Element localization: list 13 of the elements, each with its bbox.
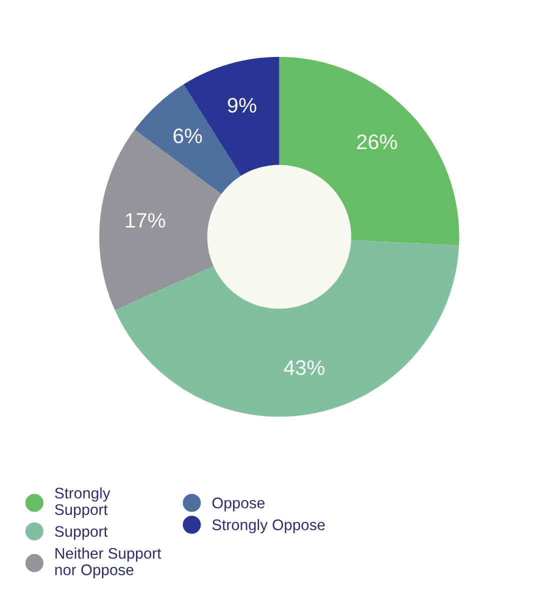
data-label: 43% — [284, 360, 324, 376]
donut-slice — [114, 240, 460, 417]
data-label: 6% — [174, 128, 202, 144]
legend-label: Neither Support nor Oppose — [55, 548, 162, 578]
data-label: 9% — [228, 98, 256, 113]
legend-label: Strongly Support — [54, 487, 110, 518]
donut-slice — [279, 56, 460, 246]
data-label: 17% — [126, 213, 166, 228]
legend-label: Support — [54, 526, 108, 540]
donut-slice — [99, 130, 222, 310]
legend-label: Oppose — [212, 498, 265, 512]
legend-label: Strongly Oppose — [212, 519, 325, 534]
data-label: 26% — [357, 134, 397, 150]
